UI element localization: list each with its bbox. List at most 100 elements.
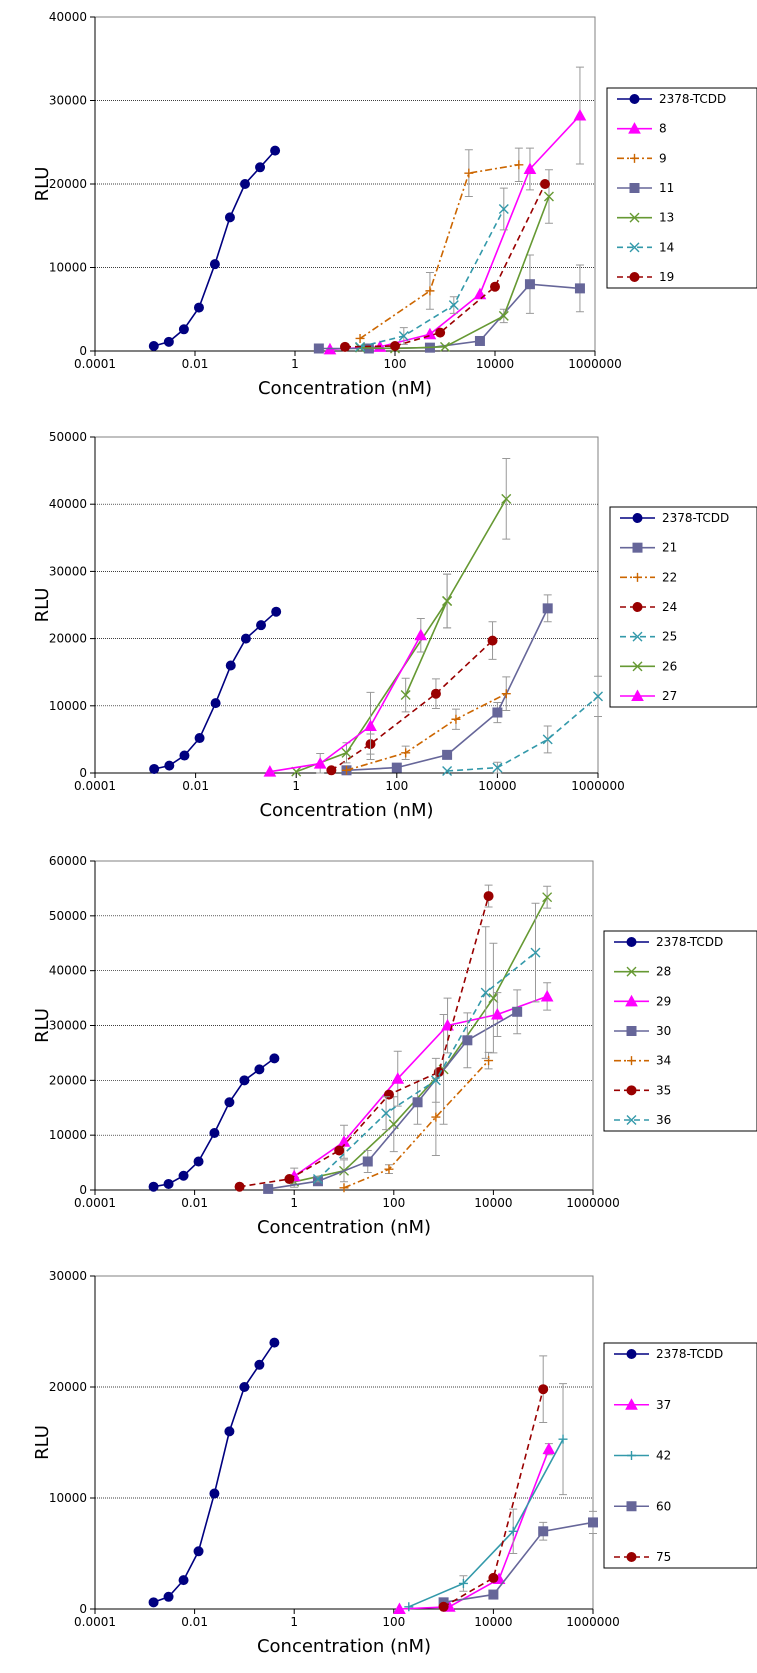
data-point xyxy=(442,595,453,606)
data-point xyxy=(263,1183,274,1194)
data-point xyxy=(462,1035,473,1046)
data-point xyxy=(149,763,160,774)
y-tick-label: 40000 xyxy=(49,497,87,511)
data-point xyxy=(484,1056,494,1066)
legend-marker xyxy=(629,242,640,253)
data-point xyxy=(490,281,500,292)
series-line xyxy=(359,208,505,348)
data-point xyxy=(179,750,190,761)
legend-marker xyxy=(628,122,641,134)
x-tick-label: 10000 xyxy=(474,1615,512,1629)
x-tick-label: 100 xyxy=(382,1196,405,1210)
data-point xyxy=(514,160,524,170)
legend-label: 36 xyxy=(656,1113,671,1127)
data-point xyxy=(538,1384,549,1395)
data-point xyxy=(404,1602,414,1612)
legend-label: 25 xyxy=(662,630,677,644)
x-tick-label: 0.0001 xyxy=(74,357,116,371)
data-point xyxy=(442,765,453,776)
legend-marker xyxy=(626,1349,637,1359)
data-point xyxy=(178,324,189,335)
data-point xyxy=(391,762,402,773)
data-point xyxy=(451,714,461,724)
data-point xyxy=(464,168,474,178)
data-point xyxy=(254,1359,265,1370)
data-point xyxy=(398,330,409,341)
legend-marker xyxy=(626,1115,637,1125)
series-line xyxy=(399,1448,550,1610)
x-tick-label: 1000000 xyxy=(568,357,621,371)
data-point xyxy=(313,757,327,769)
data-point xyxy=(193,1156,204,1167)
data-point xyxy=(339,1183,349,1193)
x-tick-label: 1000000 xyxy=(571,779,624,793)
x-tick-label: 0.01 xyxy=(182,779,209,793)
y-tick-label: 20000 xyxy=(49,632,87,646)
series-line xyxy=(346,692,507,772)
chart-panel-3: 0 10000 20000 30000 40000 50000 60000 0.0001 0.0… xyxy=(32,854,757,1238)
legend: 2378-TCDD 37 42 60 75 xyxy=(603,1342,757,1569)
data-point xyxy=(209,1127,220,1138)
data-point xyxy=(498,204,509,215)
x-tick-label: 10000 xyxy=(474,1196,512,1210)
data-point xyxy=(164,760,175,771)
chart-panel-4: 0 10000 20000 30000 0.0001 0.01 1 100 10000 10000… xyxy=(32,1269,757,1657)
legend-label: 2378-TCDD xyxy=(656,1347,723,1361)
series-42 xyxy=(404,1383,568,1612)
data-point xyxy=(224,212,235,223)
data-point xyxy=(209,1488,220,1499)
x-tick-label: 1 xyxy=(290,1615,298,1629)
data-point xyxy=(542,1442,556,1455)
data-point xyxy=(194,733,205,744)
data-point xyxy=(381,1108,392,1119)
legend-label: 37 xyxy=(656,1398,671,1412)
legend-marker xyxy=(627,1451,636,1460)
data-point xyxy=(492,762,503,773)
legend-marker xyxy=(632,602,643,612)
data-point xyxy=(492,707,503,718)
legend-marker xyxy=(630,153,639,163)
x-tick-label: 1 xyxy=(290,1196,298,1210)
x-tick-label: 0.0001 xyxy=(74,1196,116,1210)
y-tick-label: 0 xyxy=(79,1602,87,1616)
data-point xyxy=(430,688,441,699)
y-tick-label: 40000 xyxy=(49,10,87,24)
chart-panel-2: 0 10000 20000 30000 40000 50000 0.0001 0.01 1 100… xyxy=(32,430,757,821)
legend-label: 11 xyxy=(659,181,674,195)
data-point xyxy=(425,286,435,296)
data-point xyxy=(355,333,365,343)
x-axis-title: Concentration (nM) xyxy=(259,800,433,821)
legend-marker xyxy=(629,212,640,223)
data-point xyxy=(412,1097,423,1108)
x-tick-label: 1000000 xyxy=(566,1196,619,1210)
data-point xyxy=(542,892,553,903)
legend-label: 34 xyxy=(656,1054,671,1068)
data-point xyxy=(334,1145,345,1156)
data-point xyxy=(163,336,174,347)
legend-marker xyxy=(632,661,643,672)
legend-label: 2378-TCDD xyxy=(656,935,723,949)
data-point xyxy=(263,765,277,777)
legend-label: 29 xyxy=(656,994,671,1008)
x-tick-label: 10000 xyxy=(478,779,516,793)
data-point xyxy=(210,698,221,709)
series-line xyxy=(239,895,490,1188)
data-point xyxy=(512,1006,523,1017)
series-line xyxy=(359,164,520,340)
data-point xyxy=(588,1517,598,1528)
data-point xyxy=(326,765,337,776)
data-point xyxy=(573,108,587,121)
legend-label: 22 xyxy=(662,570,677,584)
legend: 2378-TCDD 28 29 30 34 35 36 xyxy=(603,930,757,1132)
data-point xyxy=(178,1170,189,1181)
series-27 xyxy=(263,617,428,777)
data-point xyxy=(269,1053,280,1064)
data-point xyxy=(312,1174,323,1185)
legend-marker xyxy=(626,1552,637,1562)
legend-label: 26 xyxy=(662,659,677,673)
x-tick-label: 100 xyxy=(384,357,407,371)
series-34 xyxy=(339,1051,494,1193)
y-axis-title: RLU xyxy=(32,1425,53,1460)
data-point xyxy=(501,493,512,504)
legend-label: 35 xyxy=(656,1083,671,1097)
